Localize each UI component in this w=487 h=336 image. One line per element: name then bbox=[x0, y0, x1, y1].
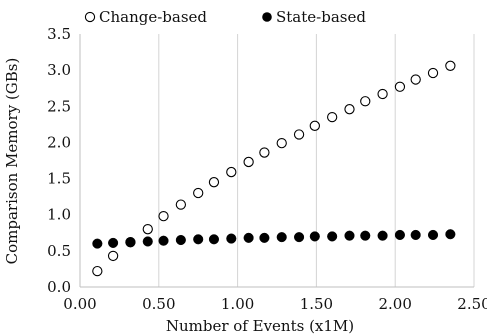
change-based-point bbox=[327, 111, 338, 123]
state-based-point bbox=[445, 229, 456, 240]
change-based-point bbox=[158, 211, 169, 222]
legend-label-change-based: Change-based bbox=[99, 8, 207, 26]
state-based-point bbox=[92, 238, 103, 249]
change-based-point bbox=[377, 88, 388, 100]
state-based-point bbox=[276, 232, 287, 243]
y-axis-ticks: 0.0 0.5 1.0 1.5 2.0 2.5 3.0 3.5 bbox=[47, 25, 71, 296]
x-tick-label: 2.00 bbox=[378, 295, 411, 313]
state-based-point bbox=[125, 237, 136, 248]
change-based-point bbox=[427, 67, 439, 79]
state-based-point bbox=[193, 234, 204, 245]
legend-label-state-based: State-based bbox=[276, 8, 366, 26]
change-based-point bbox=[360, 96, 371, 107]
chart-gridlines bbox=[158, 34, 475, 287]
state-based-point bbox=[142, 236, 153, 247]
chart-axes bbox=[79, 34, 474, 288]
state-based-point bbox=[226, 233, 237, 244]
legend-item-change-based: Change-based bbox=[84, 8, 207, 26]
change-based-point bbox=[344, 104, 355, 115]
y-tick-label: 1.5 bbox=[47, 170, 71, 188]
y-tick-label: 1.0 bbox=[47, 206, 71, 224]
change-based-point bbox=[394, 81, 406, 92]
x-tick-label: 1.00 bbox=[221, 295, 254, 313]
state-based-point bbox=[259, 232, 270, 243]
y-tick-label: 3.0 bbox=[47, 61, 71, 79]
change-based-point bbox=[243, 156, 254, 168]
state-based-point bbox=[294, 232, 305, 243]
state-based-point bbox=[360, 230, 371, 241]
x-tick-label: 0.00 bbox=[63, 295, 96, 313]
legend-item-state-based: State-based bbox=[262, 8, 366, 26]
state-based-point bbox=[309, 231, 320, 242]
change-based-point bbox=[309, 120, 320, 131]
y-tick-label: 2.5 bbox=[47, 97, 71, 115]
change-based-point bbox=[107, 250, 119, 262]
state-based-point bbox=[175, 234, 186, 246]
change-based-point bbox=[410, 74, 421, 85]
state-based-point bbox=[394, 229, 405, 241]
change-based-point bbox=[92, 265, 103, 277]
x-tick-label: 0.50 bbox=[142, 295, 175, 313]
state-based-point bbox=[208, 234, 220, 245]
state-based-point bbox=[427, 229, 439, 241]
state-based-point bbox=[344, 230, 355, 241]
change-based-point bbox=[142, 224, 153, 235]
x-axis-ticks: 0.00 0.50 1.00 1.50 2.00 2.50 bbox=[63, 295, 487, 313]
legend-marker-state-based bbox=[262, 12, 272, 22]
x-axis-label: Number of Events (x1M) bbox=[166, 317, 354, 335]
legend-marker-change-based bbox=[84, 11, 96, 23]
y-tick-label: 0.0 bbox=[47, 278, 71, 296]
y-axis-label: Comparison Memory (GBs) bbox=[3, 58, 21, 265]
change-based-point bbox=[226, 166, 237, 178]
state-based-point bbox=[243, 232, 254, 243]
x-tick-label: 2.50 bbox=[457, 295, 487, 313]
y-tick-label: 0.5 bbox=[47, 242, 71, 260]
state-based-point bbox=[158, 235, 169, 246]
change-based-point bbox=[276, 138, 287, 149]
state-based-point bbox=[410, 229, 421, 241]
state-based-point bbox=[108, 237, 119, 248]
change-based-point bbox=[445, 60, 456, 71]
y-tick-label: 2.0 bbox=[47, 133, 71, 151]
y-tick-label: 3.5 bbox=[47, 25, 71, 43]
change-based-point bbox=[193, 187, 204, 199]
chart-legend: Change-based State-based bbox=[84, 8, 366, 26]
data-points bbox=[92, 60, 456, 277]
change-based-point bbox=[175, 199, 187, 210]
change-based-point bbox=[293, 129, 305, 140]
change-based-point bbox=[259, 147, 270, 158]
x-tick-label: 1.50 bbox=[300, 295, 333, 313]
state-based-point bbox=[327, 231, 338, 242]
state-based-point bbox=[377, 230, 388, 241]
change-based-point bbox=[208, 177, 220, 188]
